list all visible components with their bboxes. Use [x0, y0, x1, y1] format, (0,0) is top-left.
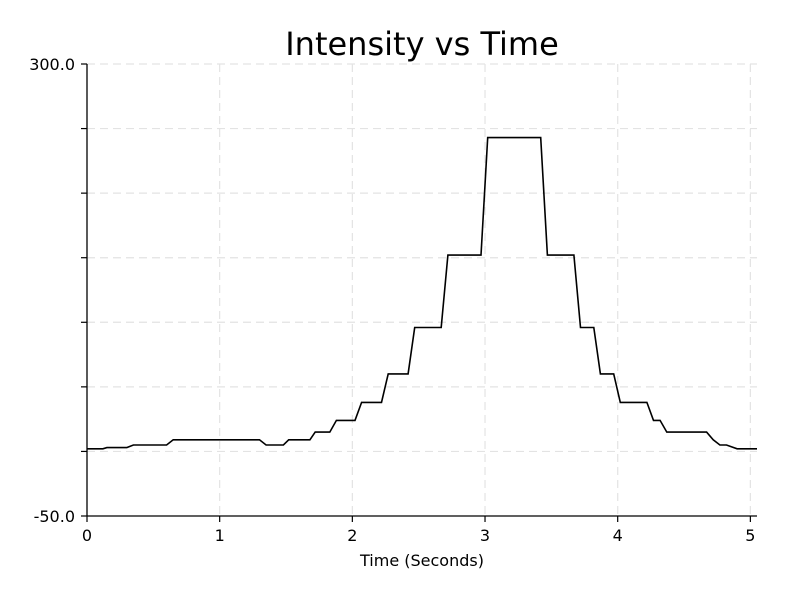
x-tick-label: 3 [480, 526, 490, 545]
series-line [87, 136, 757, 450]
axes [86, 64, 757, 517]
grid [87, 63, 757, 516]
x-tick-label: 4 [613, 526, 623, 545]
ticks: 0 1 2 3 4 5 -50.0 300.0 [29, 55, 755, 545]
series [87, 136, 757, 450]
x-axis-label: Time (Seconds) [359, 551, 484, 570]
x-tick-label: 1 [215, 526, 225, 545]
x-tick-label: 0 [82, 526, 92, 545]
y-tick-label: 300.0 [29, 55, 75, 74]
x-tick-label: 2 [347, 526, 357, 545]
x-tick-label: 5 [745, 526, 755, 545]
y-tick-label: -50.0 [34, 507, 75, 526]
chart-title: Intensity vs Time [285, 25, 559, 63]
